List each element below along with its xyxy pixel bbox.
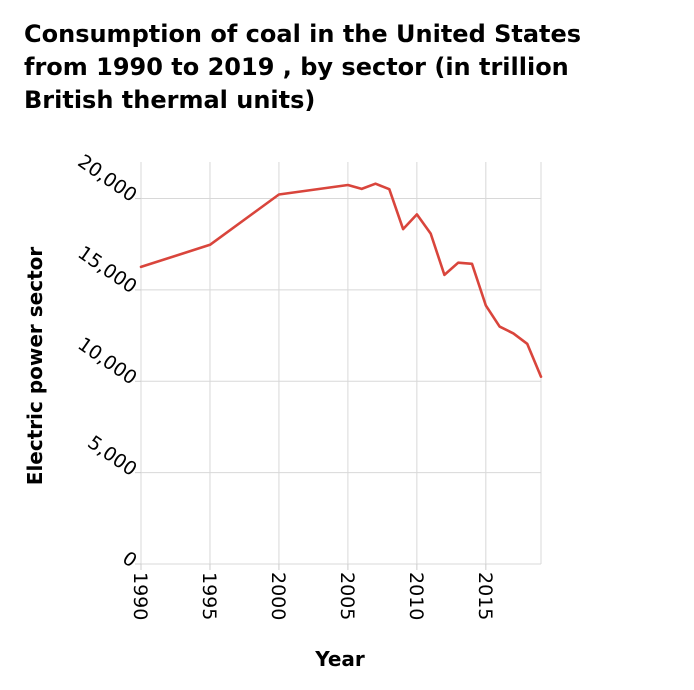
x-tick-label: 1995 (198, 572, 220, 620)
x-axis-label: Year (314, 647, 365, 671)
x-tick-label: 2000 (267, 572, 289, 620)
chart-title: Consumption of coal in the United States… (24, 20, 582, 114)
y-axis-label: Electric power sector (23, 247, 47, 486)
x-tick-label: 2015 (474, 572, 496, 620)
x-tick-label: 2005 (336, 572, 358, 620)
y-tick-label: 15,000 (74, 242, 141, 298)
tick-labels: 1990 1995 2000 2005 2010 2015 0 5,000 10,000 15,0… (74, 150, 496, 620)
series-line (139, 182, 543, 379)
y-tick-label: 20,000 (74, 150, 141, 206)
x-tick-label: 2010 (405, 572, 427, 620)
y-tick-label: 0 (118, 547, 141, 572)
x-tick-label: 1990 (129, 572, 151, 620)
y-tick-label: 10,000 (74, 333, 141, 389)
grid-lines (135, 162, 542, 570)
y-tick-label: 5,000 (84, 432, 141, 481)
series-layer (139, 182, 543, 379)
